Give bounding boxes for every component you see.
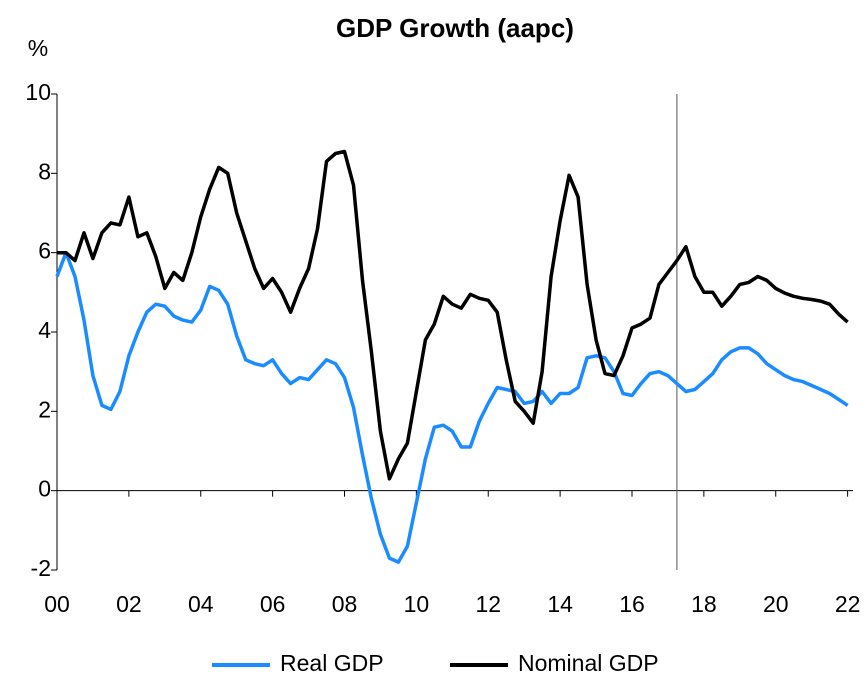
x-tick-label: 10: [404, 591, 430, 617]
x-tick-label: 22: [835, 591, 861, 617]
series-line: [55, 250, 849, 564]
x-tick-label: 00: [44, 591, 70, 617]
y-tick-label: 4: [38, 317, 51, 343]
chart-title: GDP Growth (aapc): [336, 13, 574, 43]
x-tick-label: 08: [332, 591, 358, 617]
y-axis-label: %: [28, 35, 48, 61]
x-tick-label: 20: [763, 591, 789, 617]
series-line: [57, 149, 849, 481]
x-tick-label: 16: [619, 591, 645, 617]
x-tick-label: 14: [547, 591, 573, 617]
y-tick-label: 8: [38, 158, 51, 184]
x-tick-label: 18: [691, 591, 717, 617]
x-tick-label: 12: [475, 591, 501, 617]
x-tick-label: 04: [188, 591, 214, 617]
legend-label: Nominal GDP: [518, 650, 659, 676]
y-tick-label: -2: [31, 555, 51, 581]
x-tick-label: 02: [116, 591, 142, 617]
x-tick-label: 06: [260, 591, 286, 617]
legend-label: Real GDP: [280, 650, 384, 676]
y-tick-label: 2: [38, 396, 51, 422]
y-tick-label: 6: [38, 238, 51, 264]
y-tick-label: 10: [25, 79, 51, 105]
y-tick-label: 0: [38, 476, 51, 502]
